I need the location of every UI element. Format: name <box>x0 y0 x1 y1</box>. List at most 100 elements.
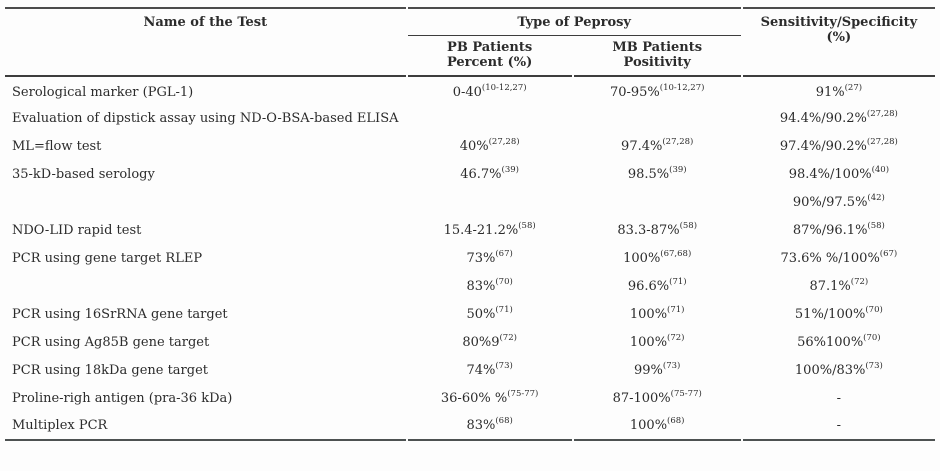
citation-superscript: (75-77) <box>507 389 539 400</box>
column-header-test-name: Name of the Test <box>5 7 406 77</box>
mb-header-line2: Positivity <box>623 55 691 70</box>
table-row: PCR using Ag85B gene target 80%9(72) 100… <box>5 329 935 357</box>
table-row: Serological marker (PGL-1) 0-40(10-12,27… <box>5 77 935 105</box>
sensitivity-value-cell: 73.6% %/100%(67) <box>743 245 935 273</box>
test-name: Evaluation of dipstick assay using ND-O-… <box>12 111 399 126</box>
citation-superscript: (27,28) <box>662 137 694 148</box>
citation-superscript: (39) <box>501 165 519 176</box>
table-row: 83%(70) 96.6%(71) 87.1%(72) <box>5 273 935 301</box>
sensitivity-value: 100%/83% <box>794 363 866 378</box>
pb-header-line2: Percent (%) <box>446 55 533 70</box>
citation-superscript: (73) <box>495 361 513 372</box>
header-row-subcolumns: PB Patients Percent (%) MB Patients Posi… <box>5 36 935 77</box>
mb-value-cell <box>574 105 741 133</box>
test-name-cell: 35-kD-based serology <box>5 161 406 189</box>
mb-value-cell: 100%(72) <box>574 329 741 357</box>
sensitivity-header-line1: Sensitivity/Specificity <box>760 15 918 30</box>
citation-superscript: (70) <box>865 305 883 316</box>
pb-value-cell: 83%(68) <box>407 413 572 441</box>
citation-superscript: (27,28) <box>866 137 898 148</box>
table-row: PCR using 18kDa gene target 74%(73) 99%(… <box>5 357 935 385</box>
sensitivity-value-cell: 98.4%/100%(40) <box>743 161 935 189</box>
test-name: PCR using Ag85B gene target <box>12 335 210 350</box>
sensitivity-header-line2: (%) <box>826 30 852 45</box>
table-row: Multiplex PCR 83%(68) 100%(68) - <box>5 413 935 441</box>
pb-value: 50% <box>466 307 496 322</box>
test-name-cell <box>5 273 406 301</box>
pb-value-cell: 40%(27,28) <box>408 133 572 161</box>
pb-value: 0-40 <box>452 85 482 100</box>
citation-superscript: (27,28) <box>488 137 520 148</box>
table-row: Proline-righ antigen (pra-36 kDa) 36-60%… <box>5 385 935 413</box>
sensitivity-value: - <box>836 418 842 433</box>
pb-value-cell <box>408 189 572 217</box>
pb-value: 46.7% <box>460 167 502 182</box>
mb-value: 100% <box>623 251 661 266</box>
sensitivity-value-cell: 97.4%/90.2%(27,28) <box>743 133 935 161</box>
pb-value: 83% <box>466 279 496 294</box>
citation-superscript: (73) <box>662 361 681 372</box>
mb-value-cell: 100%(67,68) <box>574 245 741 273</box>
sensitivity-value-cell: - <box>742 413 935 441</box>
sensitivity-value-cell: - <box>743 385 935 413</box>
sensitivity-value-cell: 94.4%/90.2%(27,28) <box>743 105 935 133</box>
pb-value-cell: 36-60% %(75-77) <box>408 385 572 413</box>
citation-superscript: (39) <box>669 165 687 176</box>
mb-value-cell: 99%(73) <box>574 357 741 385</box>
test-name: 35-kD-based serology <box>12 167 155 182</box>
citation-superscript: (67) <box>879 249 898 260</box>
sensitivity-value: 87.1% <box>809 279 851 294</box>
pb-value: 40% <box>459 139 489 154</box>
mb-value: 100% <box>629 335 668 350</box>
citation-superscript: (58) <box>518 221 536 232</box>
mb-value-cell: 97.4%(27,28) <box>574 133 741 161</box>
citation-superscript: (10-12,27) <box>481 83 527 94</box>
citation-superscript: (58) <box>679 221 698 232</box>
test-name: Proline-righ antigen (pra-36 kDa) <box>12 391 233 406</box>
citation-superscript: (73) <box>865 361 883 372</box>
sensitivity-value: 73.6% %/100% <box>780 251 880 266</box>
sensitivity-value: 97.4%/90.2% <box>779 139 867 154</box>
table-row: PCR using gene target RLEP 73%(67) 100%(… <box>5 245 935 273</box>
test-name: Multiplex PCR <box>12 418 108 433</box>
citation-superscript: (58) <box>867 221 885 232</box>
sensitivity-value: 56%100% <box>797 335 864 350</box>
citation-superscript: (68) <box>667 416 685 427</box>
sensitivity-value-cell: 87.1%(72) <box>743 273 935 301</box>
mb-value-cell: 100%(71) <box>574 301 741 329</box>
test-name-cell: ML=flow test <box>5 133 406 161</box>
citation-superscript: (75-77) <box>670 389 702 400</box>
test-name-cell: PCR using 16SrRNA gene target <box>5 301 406 329</box>
mb-value: 87-100% <box>612 391 671 406</box>
table-body: Serological marker (PGL-1) 0-40(10-12,27… <box>5 77 935 441</box>
sensitivity-value: - <box>836 391 842 406</box>
table-row: PCR using 16SrRNA gene target 50%(71) 10… <box>5 301 935 329</box>
sensitivity-value: 94.4%/90.2% <box>779 111 867 126</box>
pb-value-cell: 73%(67) <box>408 245 572 273</box>
table-row: Evaluation of dipstick assay using ND-O-… <box>5 105 935 133</box>
citation-superscript: (68) <box>495 416 513 427</box>
table-header: Name of the Test Type of Peprosy Sensiti… <box>5 7 935 77</box>
pb-value: 73% <box>466 251 496 266</box>
mb-value: 97.4% <box>621 139 663 154</box>
test-name-cell: NDO-LID rapid test <box>5 217 406 245</box>
pb-value: 80%9 <box>462 335 500 350</box>
pb-value-cell: 74%(73) <box>408 357 572 385</box>
test-name-cell: Evaluation of dipstick assay using ND-O-… <box>5 105 406 133</box>
test-name-cell: Serological marker (PGL-1) <box>5 77 406 105</box>
test-name: NDO-LID rapid test <box>12 223 142 238</box>
test-name: PCR using 18kDa gene target <box>12 363 209 378</box>
mb-value-cell: 87-100%(75-77) <box>574 385 741 413</box>
sensitivity-value-cell: 91%(27) <box>743 77 935 105</box>
mb-value-cell: 100%(68) <box>573 413 741 441</box>
mb-value-cell: 70-95%(10-12,27) <box>574 77 741 105</box>
mb-value: 100% <box>629 418 668 433</box>
pb-value: 83% <box>466 418 496 433</box>
table-row: NDO-LID rapid test 15.4-21.2%(58) 83.3-8… <box>5 217 935 245</box>
table-row: 90%/97.5%(42) <box>5 189 935 217</box>
test-name-cell: PCR using Ag85B gene target <box>5 329 406 357</box>
column-header-sensitivity-specificity: Sensitivity/Specificity (%) <box>742 7 935 77</box>
test-name-cell: Multiplex PCR <box>5 413 406 441</box>
header-row-groups: Name of the Test Type of Peprosy Sensiti… <box>5 7 935 77</box>
test-name: PCR using 16SrRNA gene target <box>12 307 228 322</box>
